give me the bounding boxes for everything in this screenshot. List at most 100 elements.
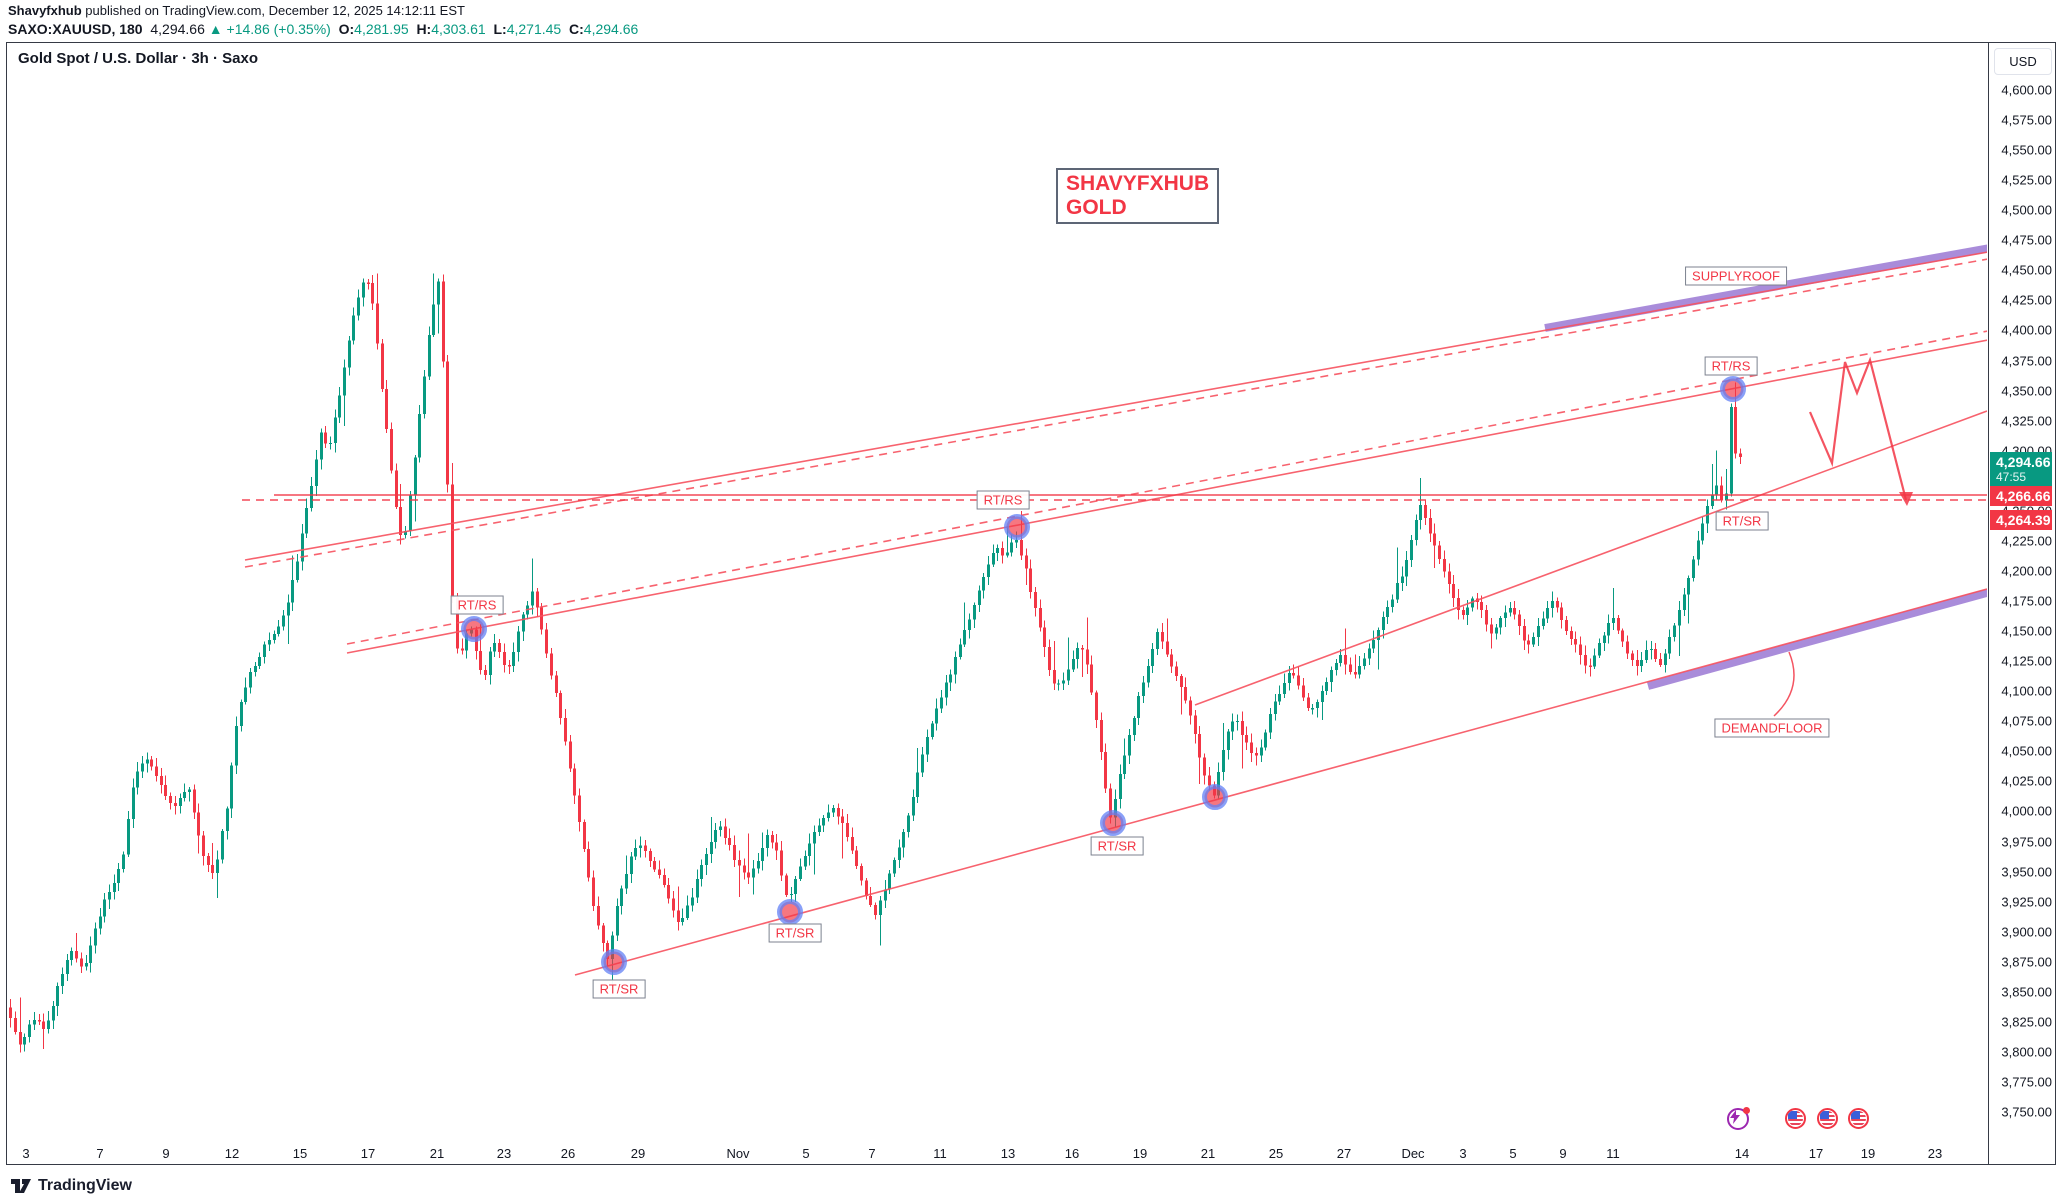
time-tick: 7 (868, 1146, 876, 1161)
drawing-label-rt-sr[interactable]: RT/SR (1715, 511, 1769, 531)
price-tick: 4,450.00 (2001, 262, 2052, 278)
time-tick: Dec (1401, 1146, 1425, 1161)
watermark-box: SHAVYFXHUB GOLD (1056, 168, 1220, 224)
price-tick: 4,075.00 (2001, 713, 2052, 729)
time-tick: 3 (1459, 1146, 1467, 1161)
us-economic-event-icon[interactable] (1848, 1108, 1869, 1129)
chart-plot-area[interactable] (6, 42, 2056, 1165)
time-tick: 21 (429, 1146, 445, 1161)
tradingview-logo-text: TradingView (38, 1177, 132, 1194)
time-tick: 9 (162, 1146, 170, 1161)
watermark-line1: SHAVYFXHUB (1066, 172, 1210, 195)
time-tick: 23 (496, 1146, 512, 1161)
price-tick: 4,550.00 (2001, 142, 2052, 158)
time-tick: 12 (224, 1146, 240, 1161)
price-tick: 4,350.00 (2001, 383, 2052, 399)
time-tick: 3 (22, 1146, 30, 1161)
time-tick: 19 (1860, 1146, 1876, 1161)
open-label: O: (338, 21, 355, 37)
author-name: Shavyfxhub (8, 3, 82, 18)
time-tick: 5 (1509, 1146, 1517, 1161)
price-tick: 3,825.00 (2001, 1014, 2052, 1030)
drawing-label-rt-rs[interactable]: RT/RS (976, 490, 1030, 510)
change-arrow-icon: ▲ (208, 21, 223, 37)
price-tick: 4,125.00 (2001, 653, 2052, 669)
price-tick: 4,475.00 (2001, 232, 2052, 248)
price-tick: 4,100.00 (2001, 683, 2052, 699)
low-label: L: (493, 21, 507, 37)
level-price-tag-1: 4,266.66 (1990, 486, 2052, 506)
us-economic-event-icon[interactable] (1785, 1108, 1806, 1129)
tradingview-mark-icon (11, 1179, 31, 1193)
current-price-tag: 4,294.66 47:55 (1990, 452, 2052, 486)
time-tick: 13 (1000, 1146, 1016, 1161)
time-tick: 5 (802, 1146, 810, 1161)
price-tick: 4,425.00 (2001, 292, 2052, 308)
published-byline: Shavyfxhub published on TradingView.com,… (8, 3, 465, 19)
price-tick: 4,400.00 (2001, 322, 2052, 338)
time-tick: 15 (292, 1146, 308, 1161)
symbol-ohlc-row: SAXO:XAUUSD, 180 4,294.66 ▲ +14.86 (+0.3… (8, 21, 638, 38)
currency-toggle-button[interactable]: USD (1994, 48, 2052, 75)
drawing-label-rt-rs[interactable]: RT/RS (450, 595, 504, 615)
watermark-line2: GOLD (1066, 196, 1127, 219)
tradingview-logo[interactable]: TradingView (10, 1176, 132, 1196)
price-tick: 4,025.00 (2001, 773, 2052, 789)
price-tick: 4,175.00 (2001, 593, 2052, 609)
price-tick: 3,925.00 (2001, 894, 2052, 910)
price-tick: 4,375.00 (2001, 353, 2052, 369)
high-label: H: (416, 21, 432, 37)
event-notification-dot (1743, 1107, 1750, 1114)
time-tick: 23 (1927, 1146, 1943, 1161)
time-tick: 11 (1606, 1146, 1620, 1161)
close-value: 4,294.66 (583, 21, 639, 37)
price-axis-separator (1988, 42, 1989, 1165)
price-tick: 3,975.00 (2001, 834, 2052, 849)
drawing-label-demandfloor[interactable]: DEMANDFLOOR (1714, 718, 1830, 738)
drawing-label-rt-sr[interactable]: RT/SR (1090, 836, 1144, 856)
price-tick: 4,050.00 (2001, 743, 2052, 759)
time-tick: 17 (360, 1146, 376, 1161)
price-tick: 4,325.00 (2001, 413, 2052, 429)
price-tick: 3,800.00 (2001, 1044, 2052, 1060)
low-value: 4,271.45 (506, 21, 562, 37)
earnings-event-icon[interactable] (1727, 1107, 1750, 1130)
close-label: C: (569, 21, 584, 37)
time-tick: 16 (1064, 1146, 1080, 1161)
price-tick: 4,150.00 (2001, 623, 2052, 639)
time-tick: 29 (630, 1146, 646, 1161)
time-tick: 14 (1734, 1146, 1750, 1161)
price-tick: 4,525.00 (2001, 172, 2052, 188)
price-tick: 3,900.00 (2001, 924, 2052, 940)
price-tick: 4,000.00 (2001, 803, 2052, 819)
price-tick: 3,850.00 (2001, 984, 2052, 1000)
drawing-label-rt-rs[interactable]: RT/RS (1704, 356, 1758, 376)
price-change: +14.86 (+0.35%) (226, 21, 331, 37)
time-tick: 26 (560, 1146, 576, 1161)
time-tick: 27 (1336, 1146, 1352, 1161)
us-economic-event-icon[interactable] (1817, 1108, 1838, 1129)
price-tick: 3,750.00 (2001, 1104, 2052, 1120)
time-tick: 11 (933, 1146, 947, 1161)
time-tick: Nov (726, 1146, 750, 1161)
time-tick: 21 (1200, 1146, 1216, 1161)
price-tick: 3,775.00 (2001, 1074, 2052, 1090)
chart-title: Gold Spot / U.S. Dollar · 3h · Saxo (18, 50, 259, 67)
time-tick: 19 (1132, 1146, 1148, 1161)
time-tick: 9 (1559, 1146, 1567, 1161)
price-tick: 4,200.00 (2001, 563, 2052, 579)
price-tick: 3,950.00 (2001, 864, 2052, 880)
drawing-label-rt-sr[interactable]: RT/SR (768, 923, 822, 943)
drawing-label-supplyroof[interactable]: SUPPLYROOF (1685, 266, 1787, 286)
time-tick: 25 (1268, 1146, 1284, 1161)
price-tick: 4,225.00 (2001, 533, 2052, 549)
time-tick: 7 (96, 1146, 104, 1161)
open-value: 4,281.95 (354, 21, 409, 37)
level-price-tag-2: 4,264.39 (1990, 510, 2052, 530)
last-price: 4,294.66 (150, 21, 205, 37)
high-value: 4,303.61 (431, 21, 486, 37)
price-tick: 3,875.00 (2001, 954, 2052, 970)
symbol-name: SAXO:XAUUSD, 180 (8, 21, 143, 37)
drawing-label-rt-sr[interactable]: RT/SR (592, 979, 646, 999)
